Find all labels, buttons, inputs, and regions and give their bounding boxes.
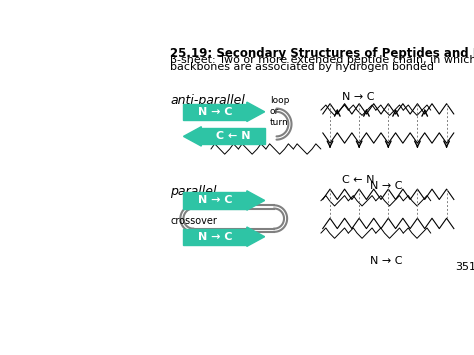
Polygon shape — [247, 191, 264, 210]
Text: anti-parallel: anti-parallel — [170, 94, 245, 107]
Text: parallel: parallel — [170, 185, 217, 198]
Text: N → C: N → C — [198, 232, 232, 242]
Polygon shape — [247, 102, 264, 121]
Text: N → C: N → C — [198, 196, 232, 206]
Text: N → C: N → C — [198, 107, 232, 117]
Bar — [183, 192, 247, 208]
Text: β-sheet: Two or more extended peptide chain, in which the amide: β-sheet: Two or more extended peptide ch… — [170, 55, 474, 65]
Text: 351: 351 — [455, 262, 474, 272]
Text: C ← N: C ← N — [216, 131, 250, 141]
Polygon shape — [183, 127, 201, 146]
Bar — [201, 128, 264, 144]
Text: N → C: N → C — [342, 92, 374, 102]
Text: N → C: N → C — [370, 256, 403, 266]
Bar — [183, 104, 247, 120]
Text: N → C: N → C — [370, 181, 403, 191]
Bar — [183, 229, 247, 245]
Text: backbones are associated by hydrogen bonded: backbones are associated by hydrogen bon… — [170, 62, 434, 72]
Text: loop
or
turn: loop or turn — [270, 96, 289, 127]
Text: 25.19: Secondary Structures of Peptides and Proteins.: 25.19: Secondary Structures of Peptides … — [170, 48, 474, 60]
Text: crossover: crossover — [170, 216, 217, 226]
Text: C ← N: C ← N — [342, 175, 374, 185]
Polygon shape — [247, 227, 264, 246]
